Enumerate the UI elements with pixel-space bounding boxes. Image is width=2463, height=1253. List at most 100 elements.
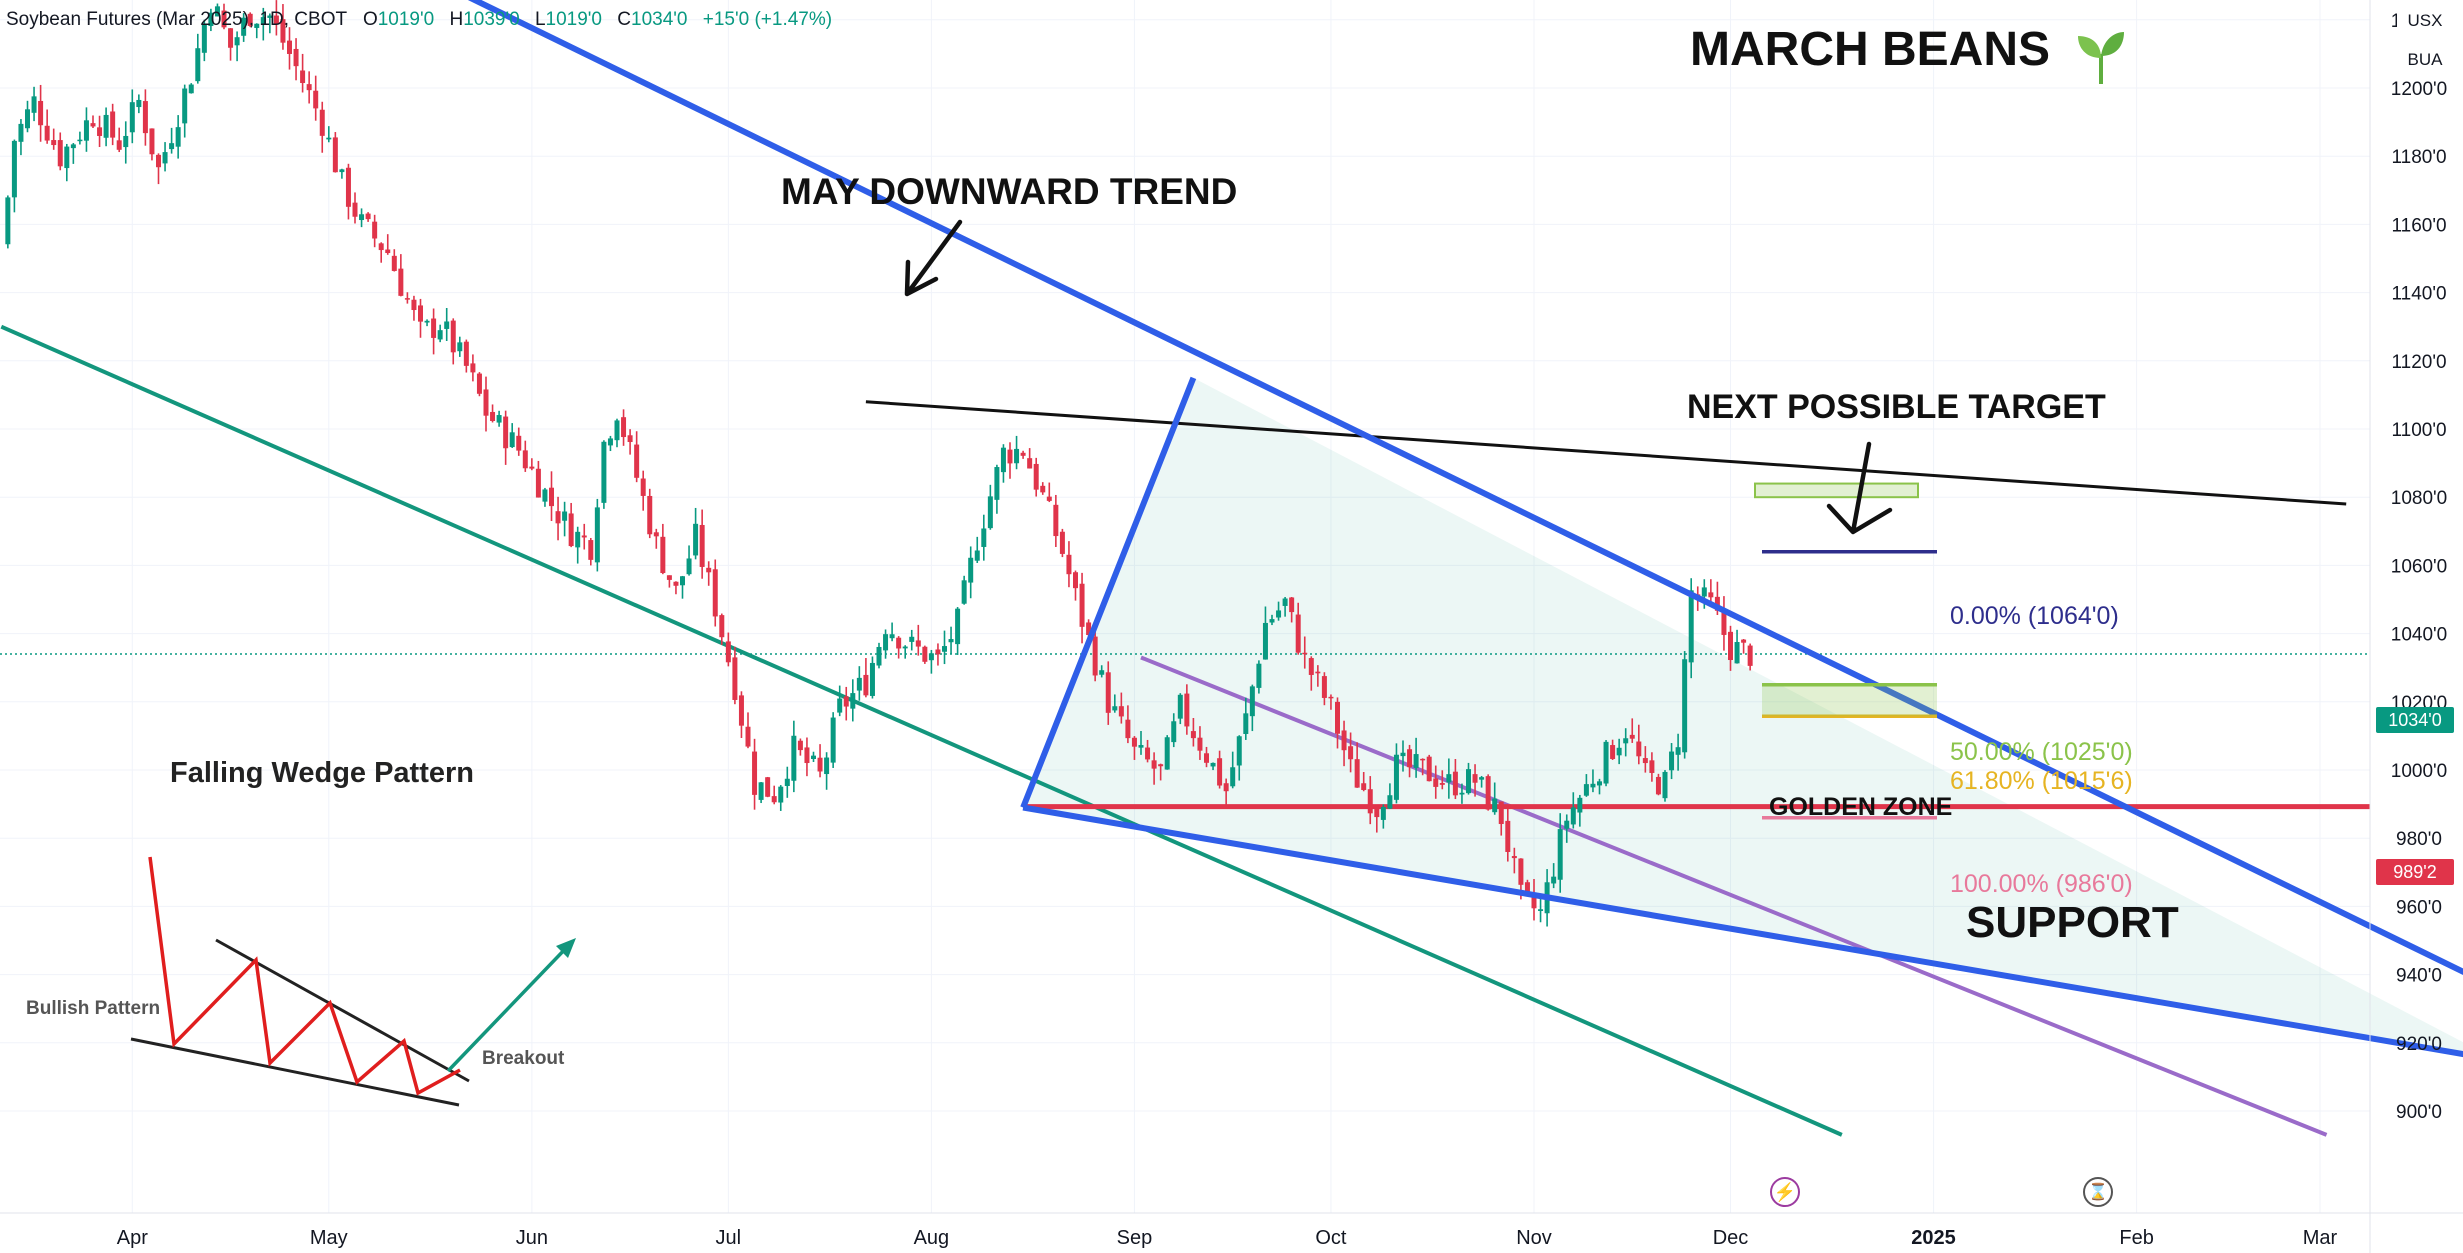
candle-body [431, 318, 437, 338]
candle-body [634, 444, 640, 478]
candle-body [1577, 797, 1583, 813]
candle-body [38, 100, 44, 126]
time-tick-label: Mar [2303, 1227, 2338, 1249]
candle-body [765, 777, 771, 797]
hourglass-icon[interactable]: ⌛ [2083, 1177, 2113, 1207]
fib-label-618: 61.80% (1015'6) [1950, 767, 2133, 795]
candle-body [994, 467, 1000, 500]
candle-body [856, 677, 862, 691]
candle-body [522, 450, 528, 469]
fib-label-0: 0.00% (1064'0) [1950, 602, 2119, 630]
candle-body [627, 435, 633, 443]
candle-body [935, 649, 941, 655]
candle-body [902, 646, 908, 649]
candle-body [909, 636, 915, 642]
candle-body [490, 411, 496, 421]
candle-body [1190, 731, 1196, 739]
inset-breakout-label: Breakout [482, 1048, 565, 1069]
candle-body [1597, 781, 1602, 786]
candle-body [169, 143, 175, 150]
candle-body [391, 255, 397, 271]
candle-body [1000, 447, 1006, 473]
price-tick-label: 1200'0 [2391, 79, 2447, 100]
close-label: C [617, 9, 632, 30]
candle-body [509, 432, 515, 448]
purple-channel-line [1140, 655, 2328, 1137]
candle-body [575, 531, 581, 548]
candle-body [450, 320, 456, 353]
candle-body [568, 513, 574, 547]
candle-body [1380, 807, 1386, 820]
candle-body [752, 751, 758, 795]
candle-body [339, 169, 345, 173]
candle-body [1564, 820, 1570, 829]
open-value: 1019'0 [377, 9, 435, 30]
candle-body [90, 123, 96, 127]
candle-body [1498, 801, 1504, 825]
candle-body [273, 15, 279, 24]
candle-body [653, 532, 659, 537]
inset-breakout-arrowhead [556, 938, 576, 958]
falling-wedge-inset [130, 856, 576, 1107]
candle-body [51, 140, 57, 146]
candle-body [1197, 737, 1203, 751]
price-tick-label: 900'0 [2396, 1102, 2442, 1123]
candle-body [1367, 789, 1373, 814]
green-trend-line [0, 324, 1843, 1137]
candle-body [293, 48, 299, 67]
candle-body [1459, 792, 1465, 795]
inset-zigzag [148, 856, 461, 1096]
candle-body [1131, 737, 1137, 747]
candle-body [1289, 597, 1295, 613]
candle-body [837, 698, 843, 713]
price-tick-label: 920'0 [2396, 1034, 2442, 1055]
candle-body [797, 740, 803, 751]
candle-body [961, 580, 967, 604]
candle-body [614, 420, 620, 441]
candle-body [1145, 747, 1151, 760]
candle-body [680, 576, 685, 586]
price-tick-label: 1040'0 [2391, 625, 2447, 646]
candle-body [1020, 452, 1026, 456]
price-tick-label: 940'0 [2396, 966, 2442, 987]
candle-body [1007, 449, 1013, 464]
currency-button-bua[interactable]: BUA [2397, 43, 2453, 77]
candle-body [156, 154, 161, 168]
candle-body [1099, 670, 1105, 675]
candle-body [195, 48, 201, 82]
candle-body [712, 569, 718, 617]
candle-body [981, 528, 987, 547]
candle-body [1033, 463, 1039, 490]
candle-body [1177, 694, 1183, 719]
candle-body [1387, 795, 1393, 809]
candle-body [529, 466, 535, 469]
target-annotation: NEXT POSSIBLE TARGET [1687, 388, 2106, 426]
candle-body [18, 123, 24, 142]
last-price-tag: 1034'0 [2376, 707, 2454, 733]
candle-body [287, 40, 292, 54]
candle-body [1721, 609, 1727, 635]
golden-zone-annotation: GOLDEN ZONE [1769, 793, 1953, 821]
candle-body [542, 489, 548, 502]
golden-zone-box [1762, 684, 1937, 717]
candle-body [247, 13, 253, 26]
candle-body [1675, 747, 1681, 755]
candle-body [175, 127, 181, 147]
candle-body [1426, 756, 1432, 782]
candle-body [228, 28, 234, 48]
high-label: H [449, 9, 464, 30]
candle-body [588, 540, 594, 560]
candle-body [1538, 909, 1544, 911]
candle-body [1407, 749, 1413, 768]
time-tick-label: Aug [914, 1227, 950, 1249]
candle-body [732, 657, 738, 700]
candle-body [1439, 783, 1445, 785]
candle-body [1655, 776, 1661, 795]
time-tick-label: Sep [1117, 1227, 1153, 1249]
candle-body [1747, 645, 1753, 666]
candle-body [607, 438, 613, 446]
lightning-icon[interactable]: ⚡ [1770, 1177, 1800, 1207]
symbol-name[interactable]: Soybean Futures (Mar 2025), 1D, CBOT [6, 9, 348, 30]
currency-button-usx[interactable]: USX [2397, 4, 2453, 38]
